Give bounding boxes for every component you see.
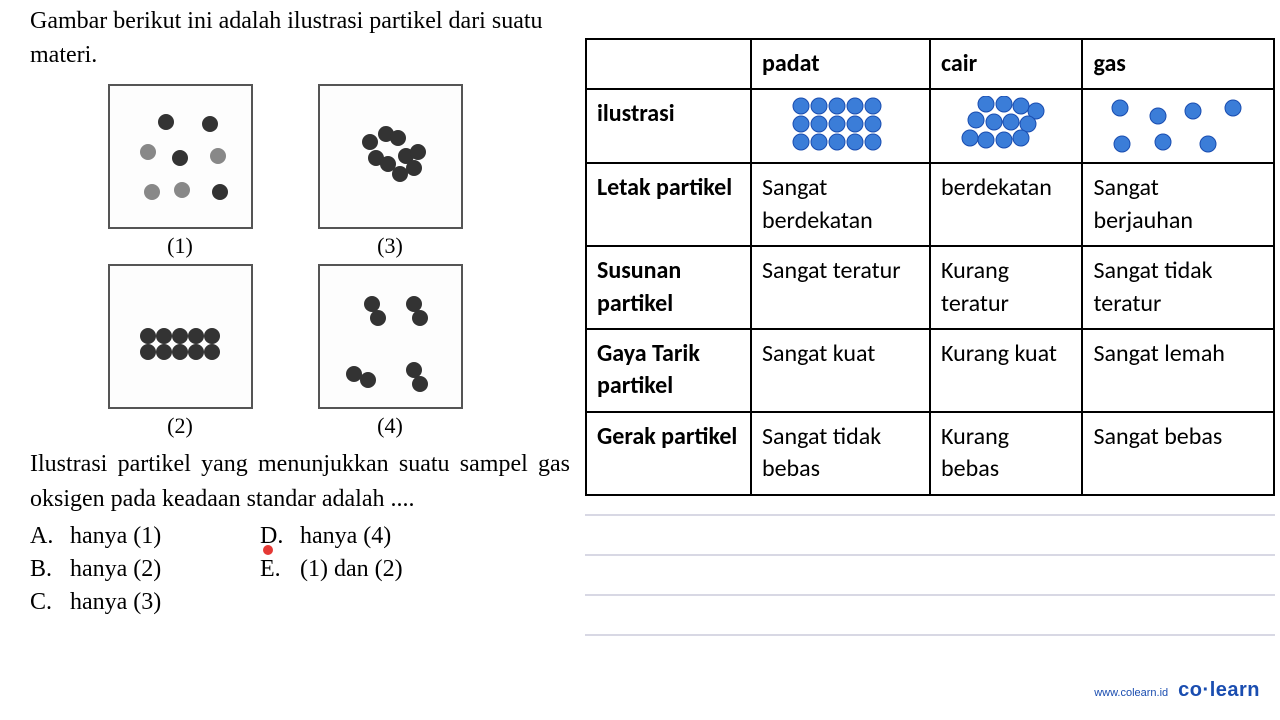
footer-url: www.colearn.id bbox=[1094, 687, 1168, 699]
table-header-blank bbox=[586, 39, 751, 89]
footer: www.colearn.id co·learn bbox=[1094, 679, 1260, 702]
option-letter: B. bbox=[30, 556, 70, 583]
brand-dot: · bbox=[1203, 679, 1210, 701]
illus-box-2 bbox=[108, 264, 253, 409]
option-letter: C. bbox=[30, 589, 70, 616]
row-header: ilustrasi bbox=[586, 89, 751, 163]
illus-box-3 bbox=[318, 84, 463, 229]
padat-particles-icon bbox=[791, 96, 891, 156]
option-text: (1) dan (2) bbox=[300, 556, 403, 583]
row-header: Gaya Tarik partikel bbox=[586, 329, 751, 412]
option-d: D. hanya (4) bbox=[260, 523, 490, 550]
brand-logo: co·learn bbox=[1178, 679, 1260, 702]
table-header-cair: cair bbox=[930, 39, 1082, 89]
illustration-grid: (1) (3) (2) (4) bbox=[95, 84, 570, 439]
option-letter: A. bbox=[30, 523, 70, 550]
line bbox=[585, 554, 1275, 556]
option-text: hanya (4) bbox=[300, 523, 391, 550]
option-text: hanya (1) bbox=[70, 523, 161, 550]
illus-cell-2: (2) bbox=[95, 264, 265, 439]
brand-suffix: learn bbox=[1210, 679, 1260, 701]
illus-label-1: (1) bbox=[95, 233, 265, 259]
writing-lines bbox=[585, 514, 1275, 636]
row-header: Susunan partikel bbox=[586, 246, 751, 329]
option-text: hanya (2) bbox=[70, 556, 161, 583]
line bbox=[585, 594, 1275, 596]
table-cell: Sangat bebas bbox=[1082, 412, 1274, 495]
line bbox=[585, 514, 1275, 516]
option-c: C. hanya (3) bbox=[30, 589, 260, 616]
table-row: Susunan partikel Sangat teratur Kurang t… bbox=[586, 246, 1274, 329]
table-cell: Sangat berdekatan bbox=[751, 163, 930, 246]
table-cell: Kurang bebas bbox=[930, 412, 1082, 495]
table-cell: Sangat lemah bbox=[1082, 329, 1274, 412]
pointer-dot-icon bbox=[263, 545, 273, 555]
illus-box-4 bbox=[318, 264, 463, 409]
table-cell: Kurang teratur bbox=[930, 246, 1082, 329]
illus-padat bbox=[751, 89, 930, 163]
illus-label-2: (2) bbox=[95, 413, 265, 439]
table-cell: Sangat berjauhan bbox=[1082, 163, 1274, 246]
illus-gas bbox=[1082, 89, 1274, 163]
table-cell: Sangat teratur bbox=[751, 246, 930, 329]
brand-prefix: co bbox=[1178, 679, 1202, 701]
illus-cell-1: (1) bbox=[95, 84, 265, 259]
table-cell: Kurang kuat bbox=[930, 329, 1082, 412]
illus-label-4: (4) bbox=[305, 413, 475, 439]
illus-cell-3: (3) bbox=[305, 84, 475, 259]
illus-cell-4: (4) bbox=[305, 264, 475, 439]
table-row: Gaya Tarik partikel Sangat kuat Kurang k… bbox=[586, 329, 1274, 412]
gas-particles-icon bbox=[1108, 96, 1248, 156]
illus-cair bbox=[930, 89, 1082, 163]
table-header-row: padat cair gas bbox=[586, 39, 1274, 89]
option-e: E. (1) dan (2) bbox=[260, 556, 490, 583]
option-a: A. hanya (1) bbox=[30, 523, 260, 550]
table-header-padat: padat bbox=[751, 39, 930, 89]
table-row: Gerak partikel Sangat tidak bebas Kurang… bbox=[586, 412, 1274, 495]
left-question-panel: Gambar berikut ini adalah ilustrasi part… bbox=[30, 5, 570, 616]
right-notes-panel: padat cair gas ilustrasi Letak partikel … bbox=[585, 38, 1275, 674]
table-cell: Sangat kuat bbox=[751, 329, 930, 412]
line bbox=[585, 634, 1275, 636]
row-header: Gerak partikel bbox=[586, 412, 751, 495]
option-b: B. hanya (2) bbox=[30, 556, 260, 583]
question-text: Ilustrasi partikel yang menunjukkan suat… bbox=[30, 447, 570, 517]
table-row: Letak partikel Sangat berdekatan berdeka… bbox=[586, 163, 1274, 246]
table-cell: berdekatan bbox=[930, 163, 1082, 246]
properties-table: padat cair gas ilustrasi Letak partikel … bbox=[585, 38, 1275, 496]
row-header: Letak partikel bbox=[586, 163, 751, 246]
options-grid: A. hanya (1) D. hanya (4) B. hanya (2) E… bbox=[30, 523, 570, 616]
table-cell: Sangat tidak bebas bbox=[751, 412, 930, 495]
option-letter: E. bbox=[260, 556, 300, 583]
illus-label-3: (3) bbox=[305, 233, 475, 259]
cair-particles-icon bbox=[956, 96, 1056, 156]
table-row-ilustrasi: ilustrasi bbox=[586, 89, 1274, 163]
illus-box-1 bbox=[108, 84, 253, 229]
table-header-gas: gas bbox=[1082, 39, 1274, 89]
table-cell: Sangat tidak teratur bbox=[1082, 246, 1274, 329]
question-intro: Gambar berikut ini adalah ilustrasi part… bbox=[30, 5, 570, 72]
option-text: hanya (3) bbox=[70, 589, 161, 616]
